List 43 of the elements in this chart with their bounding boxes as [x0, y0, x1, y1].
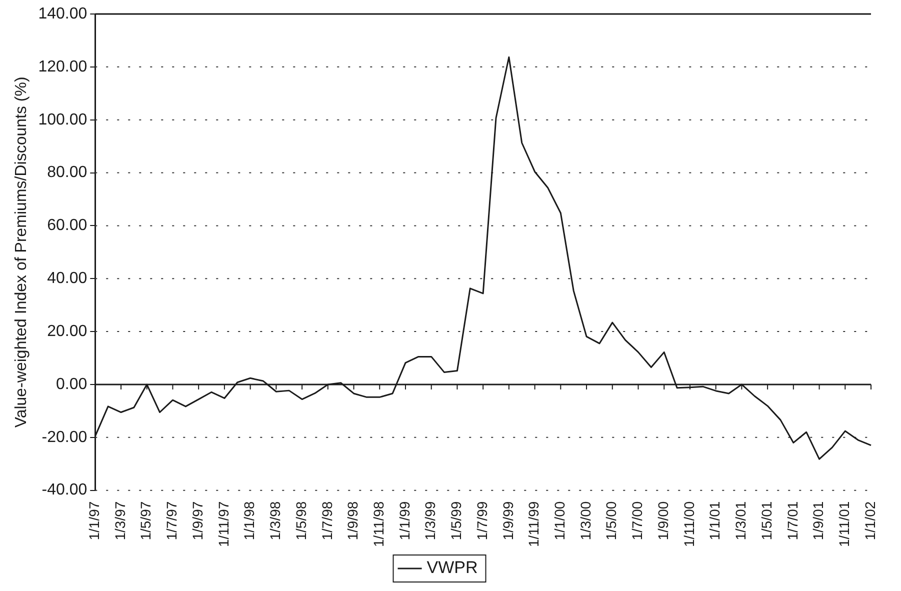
x-tick-label: 1/3/98 [267, 501, 284, 540]
x-tick-label: 1/11/00 [680, 501, 697, 547]
x-tick-label: 1/5/97 [138, 501, 154, 540]
x-tick-label: 1/11/01 [836, 501, 852, 547]
x-tick-label: 1/1/98 [241, 501, 258, 540]
y-tick-label: 100.00 [38, 111, 88, 128]
x-tick-label: 1/3/01 [732, 501, 749, 540]
x-tick-label: 1/9/99 [500, 501, 516, 540]
y-tick-label: 20.00 [47, 322, 88, 340]
y-tick-label: 40.00 [47, 270, 88, 288]
x-tick-label: 1/7/01 [784, 501, 800, 540]
x-tick-label: 1/7/97 [164, 501, 180, 540]
x-tick-label: 1/9/97 [189, 501, 206, 540]
x-tick-label: 1/9/01 [810, 501, 826, 540]
y-axis-title: Value-weighted Index of Premiums/Discounts (%) [13, 76, 30, 428]
x-tick-label: 1/7/98 [318, 501, 335, 540]
x-tick-label: 1/3/99 [422, 501, 438, 540]
x-tick-label: 1/7/99 [474, 501, 490, 540]
y-tick-label: -20.00 [42, 428, 88, 446]
x-tick-label: 1/11/98 [370, 501, 386, 547]
x-tick-label: 1/7/00 [629, 501, 646, 540]
x-tick-label: 1/1/00 [552, 501, 568, 540]
x-tick-label: 1/5/98 [292, 501, 309, 540]
y-tick-label: 80.00 [47, 164, 88, 182]
x-tick-label: 1/1/02 [862, 501, 878, 540]
x-tick-label: 1/5/00 [603, 501, 620, 540]
x-tick-label: 1/9/00 [654, 501, 671, 540]
y-tick-label: 140.00 [38, 5, 88, 22]
x-tick-label: 1/1/97 [86, 501, 102, 540]
y-tick-label: 120.00 [38, 58, 88, 76]
legend-label: VWPR [426, 558, 478, 578]
x-tick-label: 1/1/01 [706, 501, 723, 540]
x-tick-label: 1/3/97 [112, 501, 128, 540]
x-tick-label: 1/11/97 [215, 501, 232, 547]
x-tick-label: 1/11/99 [526, 501, 542, 547]
x-tick-label: 1/1/99 [396, 501, 412, 540]
x-tick-label: 1/5/01 [758, 501, 774, 540]
y-tick-label: -40.00 [42, 482, 88, 499]
x-tick-label: 1/9/98 [344, 501, 361, 540]
x-tick-label: 1/5/99 [448, 501, 464, 540]
y-tick-label: 60.00 [47, 217, 88, 234]
x-tick-label: 1/3/00 [577, 501, 594, 540]
y-tick-label: 0.00 [56, 376, 88, 393]
